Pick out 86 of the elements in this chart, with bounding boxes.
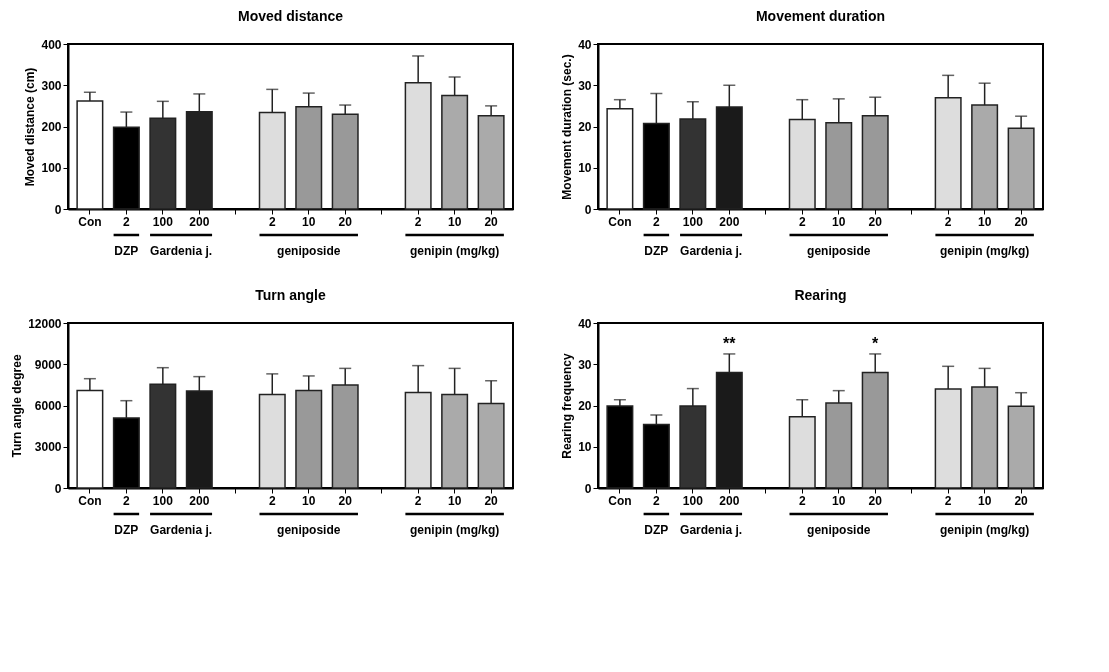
x-tick-label: 2 bbox=[414, 493, 422, 508]
annotation: * bbox=[872, 334, 880, 352]
x-tick-label: 100 bbox=[152, 493, 174, 508]
text: geniposide bbox=[807, 523, 871, 537]
chart-title: Moved distance bbox=[237, 8, 344, 24]
y-tick-label: 10 bbox=[578, 440, 592, 455]
y-tick-label: 200 bbox=[41, 120, 62, 134]
y-tick-label: 10 bbox=[578, 161, 592, 176]
x-tick-label: 100 bbox=[152, 214, 174, 229]
y-tick-label: 0 bbox=[54, 202, 62, 217]
y-axis-title: Moved distance (cm) bbox=[23, 67, 38, 187]
x-tick-label: 20 bbox=[1014, 493, 1029, 508]
x-tick-label: 2 bbox=[268, 214, 276, 229]
x-tick-label: 20 bbox=[868, 493, 883, 508]
text: geniposide bbox=[277, 244, 341, 258]
x-tick-label: 10 bbox=[302, 214, 316, 229]
text: geniposide bbox=[807, 244, 871, 258]
text: Gardenia j. bbox=[680, 244, 743, 258]
x-tick-label: 2 bbox=[414, 214, 422, 229]
text: DZP bbox=[644, 244, 669, 258]
y-tick-label: 40 bbox=[578, 37, 592, 52]
x-tick-label: Con bbox=[78, 493, 102, 508]
y-tick-label: 0 bbox=[584, 202, 592, 217]
y-tick-label: 3000 bbox=[34, 440, 62, 455]
x-tick-label: 20 bbox=[484, 493, 499, 508]
x-tick-label: 2 bbox=[798, 214, 806, 229]
x-tick-label: 10 bbox=[302, 493, 316, 508]
x-tick-label: 2 bbox=[268, 493, 276, 508]
text: DZP bbox=[644, 523, 669, 537]
x-tick-label: 200 bbox=[719, 493, 740, 508]
chart-title: Rearing bbox=[794, 287, 847, 303]
x-tick-label: 10 bbox=[447, 214, 462, 229]
x-tick-label: 2 bbox=[944, 214, 952, 229]
y-tick-label: 0 bbox=[584, 481, 592, 496]
text: genipin (mg/kg) bbox=[939, 244, 1030, 258]
y-axis-title: Turn angle degree bbox=[10, 354, 25, 458]
x-tick-label: 10 bbox=[977, 493, 992, 508]
y-tick-label: 400 bbox=[41, 37, 62, 52]
x-tick-label: 20 bbox=[484, 214, 499, 229]
y-tick-label: 40 bbox=[578, 316, 592, 331]
x-tick-label: 2 bbox=[944, 493, 952, 508]
chart-title: Turn angle bbox=[255, 287, 326, 303]
y-tick-label: 30 bbox=[578, 357, 592, 372]
y-tick-label: 20 bbox=[578, 399, 592, 413]
x-tick-label: Con bbox=[608, 214, 632, 229]
text: Gardenia j. bbox=[150, 244, 213, 258]
x-tick-label: 200 bbox=[189, 214, 210, 229]
x-tick-label: 200 bbox=[719, 214, 740, 229]
x-tick-label: 2 bbox=[653, 493, 661, 508]
text: genipin (mg/kg) bbox=[409, 523, 500, 537]
annotation: ** bbox=[723, 334, 737, 352]
y-tick-label: 6000 bbox=[34, 399, 62, 413]
x-tick-label: 2 bbox=[653, 214, 661, 229]
text: Gardenia j. bbox=[680, 523, 743, 537]
x-tick-label: 2 bbox=[798, 493, 806, 508]
y-tick-label: 100 bbox=[41, 161, 62, 176]
y-tick-label: 12000 bbox=[28, 316, 62, 331]
text: Gardenia j. bbox=[150, 523, 213, 537]
x-tick-label: 20 bbox=[338, 214, 353, 229]
x-tick-label: Con bbox=[608, 493, 632, 508]
x-tick-label: 10 bbox=[832, 214, 846, 229]
text: geniposide bbox=[277, 523, 341, 537]
y-tick-label: 30 bbox=[578, 78, 592, 93]
x-tick-label: 200 bbox=[189, 493, 210, 508]
x-tick-label: 20 bbox=[338, 493, 353, 508]
x-tick-label: 100 bbox=[682, 214, 704, 229]
x-tick-label: 2 bbox=[123, 493, 131, 508]
x-tick-label: 100 bbox=[682, 493, 704, 508]
text: DZP bbox=[114, 523, 139, 537]
text: DZP bbox=[114, 244, 139, 258]
x-tick-label: 10 bbox=[977, 214, 992, 229]
x-tick-label: 2 bbox=[123, 214, 131, 229]
x-tick-label: 20 bbox=[1014, 214, 1029, 229]
y-tick-label: 0 bbox=[54, 481, 62, 496]
chart-title: Movement duration bbox=[755, 8, 886, 24]
y-axis-title: Rearing frequency bbox=[560, 353, 575, 459]
x-tick-label: 10 bbox=[832, 493, 846, 508]
text: genipin (mg/kg) bbox=[409, 244, 500, 258]
text: genipin (mg/kg) bbox=[939, 523, 1030, 537]
y-tick-label: 9000 bbox=[34, 357, 62, 372]
x-tick-label: 10 bbox=[447, 493, 462, 508]
x-tick-label: Con bbox=[78, 214, 102, 229]
y-tick-label: 300 bbox=[41, 78, 62, 93]
y-tick-label: 20 bbox=[578, 120, 592, 134]
y-axis-title: Movement duration (sec.) bbox=[560, 54, 575, 200]
x-tick-label: 20 bbox=[868, 214, 883, 229]
